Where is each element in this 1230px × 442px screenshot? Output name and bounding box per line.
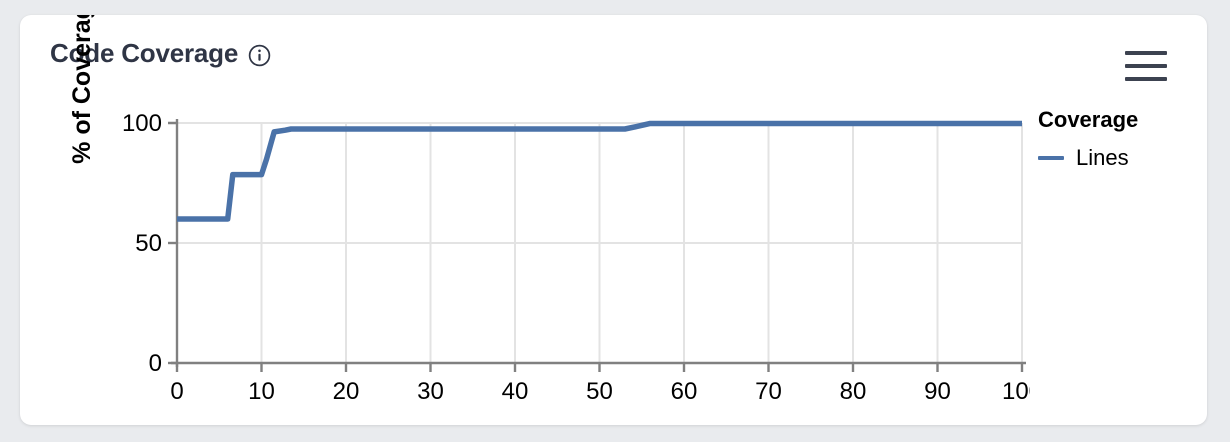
x-tick-label: 20 <box>333 378 360 405</box>
x-tick-label: 40 <box>502 378 529 405</box>
y-axis-tick-labels: 0 50 100 <box>122 110 162 377</box>
legend-items: Lines <box>1038 145 1198 171</box>
chart-body: % of Coverage 0 50 100 0 10 20 30 40 50 60 70 80 90… <box>20 15 1207 425</box>
axis-lines <box>168 119 1026 372</box>
legend-item-lines[interactable]: Lines <box>1038 145 1198 171</box>
x-tick-label: 80 <box>840 378 867 405</box>
menu-bar-3 <box>1125 77 1167 81</box>
page-title: Code Coverage <box>50 38 239 68</box>
chart-legend: Coverage Lines <box>1038 107 1198 171</box>
x-tick-label: 30 <box>417 378 444 405</box>
card-header: Code Coverage <box>20 15 1207 89</box>
x-tick-label: 90 <box>924 378 951 405</box>
plot-area: % of Coverage 0 50 100 0 10 20 30 40 50 60 70 80 90… <box>20 15 1030 425</box>
legend-item-label: Lines <box>1076 145 1129 170</box>
x-tick-label: 60 <box>671 378 698 405</box>
menu-bar-2 <box>1125 64 1167 68</box>
series-line-lines <box>177 120 1022 222</box>
x-tick-label: 100 <box>1002 378 1030 405</box>
x-tick-label: 0 <box>170 378 183 405</box>
y-tick-label: 0 <box>149 350 162 377</box>
x-tick-label: 70 <box>755 378 782 405</box>
legend-swatch-icon <box>1038 156 1064 160</box>
y-tick-label: 100 <box>122 110 162 137</box>
hamburger-menu-icon[interactable] <box>1125 49 1167 81</box>
x-tick-label: 50 <box>586 378 613 405</box>
grid-lines <box>176 122 1023 364</box>
title-group: Code Coverage <box>50 38 271 69</box>
legend-title: Coverage <box>1038 107 1139 132</box>
info-circle-icon[interactable] <box>248 41 271 67</box>
coverage-line-chart: 0 50 100 0 10 20 30 40 50 60 70 80 90 100 <box>122 110 1030 405</box>
x-axis-tick-labels: 0 10 20 30 40 50 60 70 80 90 100 <box>170 378 1030 405</box>
data-series-layer <box>177 120 1022 222</box>
menu-bar-1 <box>1125 51 1167 55</box>
code-coverage-card: Code Coverage % of Coverage 0 50 100 0 10 <box>20 15 1207 425</box>
x-tick-label: 10 <box>248 378 275 405</box>
y-tick-label: 50 <box>135 230 162 257</box>
